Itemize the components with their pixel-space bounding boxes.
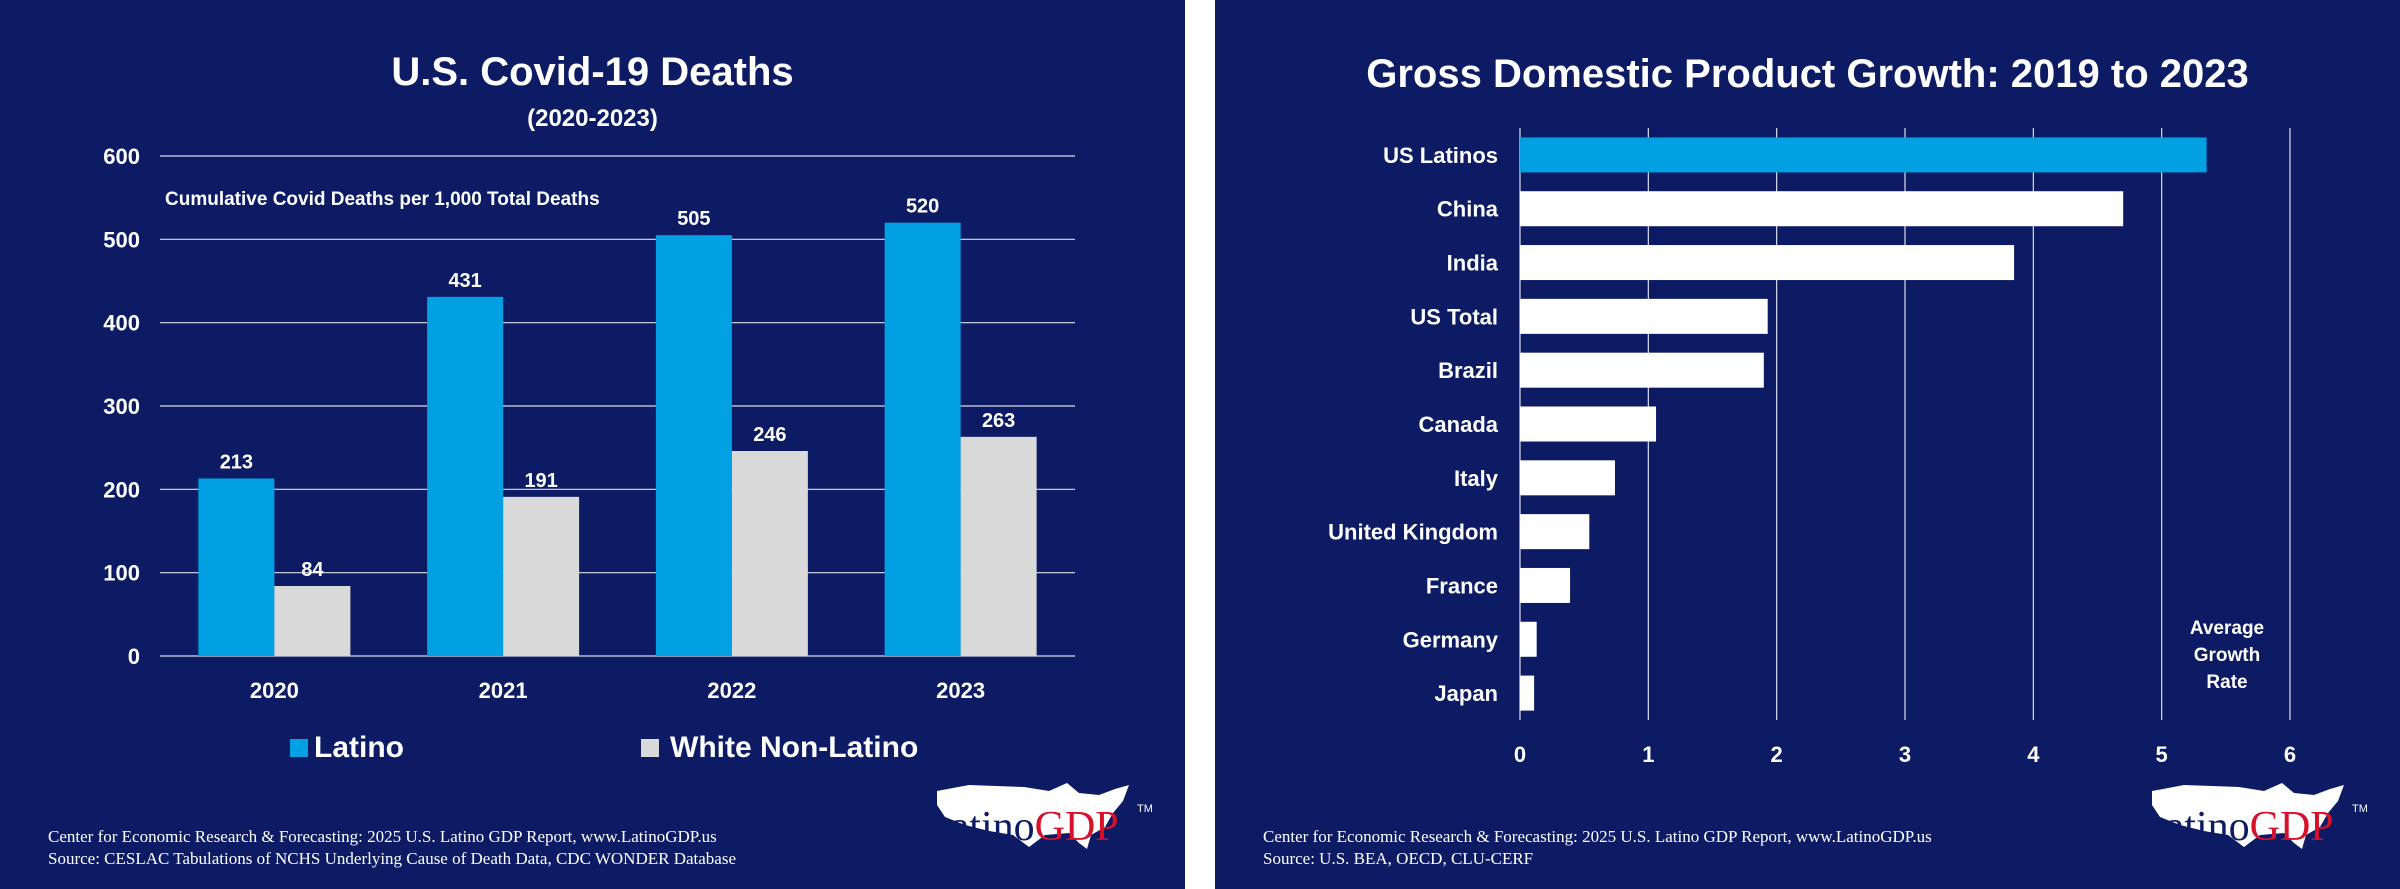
logo-gdp-text: GDP [2249, 804, 2334, 850]
bar-france [1520, 567, 1571, 603]
x-tick-label: 3 [1899, 742, 1911, 767]
legend-label-white-non-latino: White Non-Latino [670, 731, 918, 760]
bar-white-non-latino [503, 496, 580, 656]
y-category-label: Japan [1434, 681, 1498, 706]
y-category-label: US Latinos [1383, 143, 1498, 168]
bar-latino [884, 222, 961, 656]
x-tick-label: 2021 [479, 678, 528, 703]
chart-annotation: Cumulative Covid Deaths per 1,000 Total … [165, 189, 600, 210]
bar-latino [198, 478, 275, 656]
bar-germany [1520, 621, 1537, 657]
footer-credit: Center for Economic Research & Forecasti… [48, 827, 717, 846]
y-category-label: Germany [1403, 627, 1499, 652]
bar-italy [1520, 460, 1615, 496]
data-label: 213 [220, 452, 253, 474]
y-tick-label: 0 [128, 644, 140, 669]
logo-trademark: TM [1137, 803, 1153, 815]
y-tick-label: 600 [103, 144, 140, 169]
bar-white-non-latino [960, 436, 1037, 656]
x-tick-label: 1 [1642, 742, 1654, 767]
us-map-icon [937, 783, 1129, 849]
chart-subtitle: (2020-2023) [527, 105, 658, 132]
legend-swatch-latino [290, 739, 308, 757]
covid-deaths-panel: U.S. Covid-19 Deaths (2020-2023) 0 100 200… [0, 0, 1185, 889]
footer: Center for Economic Research & Forecasti… [1263, 826, 1932, 870]
data-label: 505 [677, 208, 710, 230]
footer-credit: Center for Economic Research & Forecasti… [1263, 827, 1932, 846]
logo-latino-text: Latino [925, 804, 1035, 850]
y-category-label: Italy [1454, 466, 1499, 491]
legend-swatch-white-non-latino [641, 739, 659, 757]
y-tick-label: 100 [103, 561, 140, 586]
bar-white-non-latino [731, 451, 808, 656]
x-tick-label: 2 [1771, 742, 1783, 767]
axis-title-line: Rate [2206, 672, 2247, 693]
y-category-label: India [1447, 251, 1499, 276]
bar-united-kingdom [1520, 514, 1590, 550]
y-tick-label: 200 [103, 477, 140, 502]
bar-canada [1520, 406, 1657, 442]
y-category-label: US Total [1410, 304, 1498, 329]
bar-india [1520, 245, 2015, 281]
data-label: 246 [753, 424, 786, 446]
x-tick-label: 2022 [707, 678, 756, 703]
data-label: 84 [301, 559, 324, 581]
logo-trademark: TM [2352, 803, 2368, 815]
x-tick-label: 2023 [936, 678, 985, 703]
latinogdp-logo: LatinoGDP TM [925, 775, 1155, 855]
y-tick-label: 400 [103, 311, 140, 336]
chart-title: Gross Domestic Product Growth: 2019 to 2… [1366, 52, 2249, 96]
chart-title: U.S. Covid-19 Deaths [391, 50, 794, 94]
bar-latino [427, 296, 504, 656]
footer-source: Source: CESLAC Tabulations of NCHS Under… [48, 849, 736, 868]
axis-title-line: Average [2190, 618, 2264, 639]
axis-title-line: Growth [2194, 645, 2261, 666]
y-category-label: Canada [1419, 412, 1499, 437]
footer: Center for Economic Research & Forecasti… [48, 826, 736, 870]
bar-white-non-latino [274, 586, 351, 656]
x-tick-label: 0 [1514, 742, 1526, 767]
footer-source: Source: U.S. BEA, OECD, CLU-CERF [1263, 849, 1534, 868]
bar-us-latinos [1520, 137, 2207, 173]
x-tick-label: 6 [2284, 742, 2296, 767]
x-tick-label: 4 [2027, 742, 2040, 767]
bar-us-total [1520, 298, 1768, 334]
latinogdp-logo: LatinoGDP TM [2140, 775, 2370, 855]
bar-brazil [1520, 352, 1764, 388]
us-map-icon [2152, 783, 2344, 849]
y-tick-label: 500 [103, 227, 140, 252]
data-label: 263 [982, 410, 1015, 432]
x-tick-label: 5 [2156, 742, 2168, 767]
covid-deaths-chart: 0 100 200 300 400 500 600 Cumulative Covid Deat… [103, 144, 1075, 760]
data-label: 191 [524, 470, 557, 492]
bar-latino [655, 235, 732, 656]
logo-latino-text: Latino [2140, 804, 2250, 850]
y-category-label: France [1426, 573, 1498, 598]
bar-china [1520, 191, 2124, 227]
data-label: 431 [448, 270, 481, 292]
gdp-growth-chart: 0 1 2 3 4 5 6 US Latinos China India US Total Brazi… [1328, 128, 2296, 767]
legend-label-latino: Latino [314, 731, 404, 760]
x-tick-label: 2020 [250, 678, 299, 703]
bar-japan [1520, 675, 1535, 711]
logo-gdp-text: GDP [1034, 804, 1119, 850]
y-category-label: United Kingdom [1328, 520, 1498, 545]
y-category-label: Brazil [1438, 358, 1498, 383]
gdp-growth-panel: Gross Domestic Product Growth: 2019 to 2… [1215, 0, 2400, 889]
y-tick-label: 300 [103, 394, 140, 419]
y-category-label: China [1437, 197, 1499, 222]
data-label: 520 [906, 196, 939, 218]
